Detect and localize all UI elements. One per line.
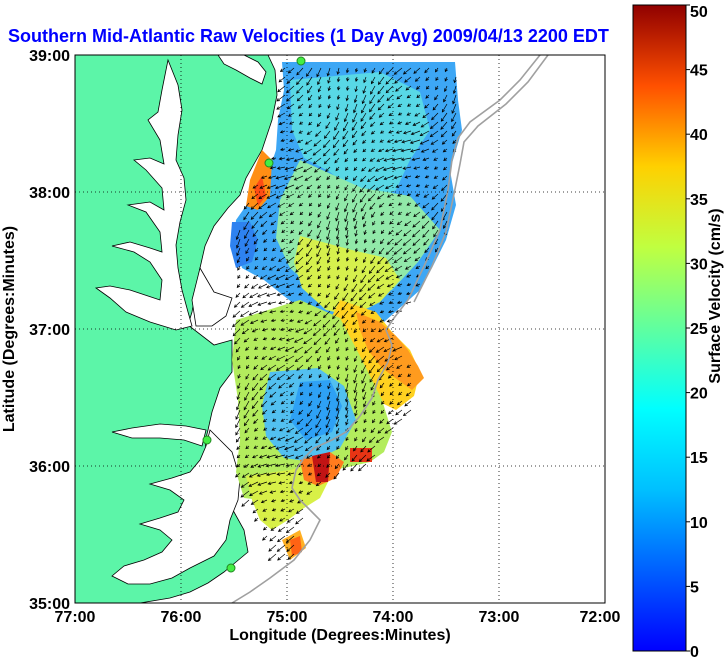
y-tick-label: 36:00: [29, 459, 70, 476]
chesapeake-bay: [94, 58, 193, 331]
colorbar-tick-label: 40: [690, 127, 708, 144]
x-tick-label: 76:00: [161, 609, 202, 626]
colorbar-tick-label: 35: [690, 192, 708, 209]
colorbar-tick-label: 0: [690, 644, 699, 659]
albemarle-sound: [111, 423, 207, 447]
radar-site: [296, 56, 306, 66]
y-tick-label: 38:00: [29, 185, 70, 202]
colorbar-tick-label: 50: [690, 4, 708, 21]
x-tick-label: 74:00: [373, 609, 414, 626]
velocity-arrow-set: [232, 67, 457, 561]
bathymetry-contour: [413, 55, 549, 303]
velocity-field: [230, 62, 462, 560]
x-axis-label: Longitude (Degrees:Minutes): [229, 627, 450, 644]
x-tick-label: 77:00: [55, 609, 96, 626]
radar-site: [202, 435, 212, 445]
colorbar-tick-label: 10: [690, 515, 708, 532]
colorbar: [632, 4, 687, 652]
colorbar-tick-label: 45: [690, 63, 708, 80]
y-tick-label: 35:00: [29, 596, 70, 613]
grid: [75, 55, 605, 603]
colorbar-tick-label: 15: [690, 450, 708, 467]
x-tick-label: 73:00: [479, 609, 520, 626]
colorbar-tick-label: 5: [690, 579, 699, 596]
plot-frame: [74, 54, 606, 604]
colorbar-tick-label: 20: [690, 386, 708, 403]
colorbar-label: Surface Velocity (cm/s): [707, 208, 724, 383]
delaware-bay: [217, 55, 267, 85]
eastern-shore-water: [191, 266, 233, 327]
bathymetry-contour: [231, 55, 541, 603]
colorbar-tick-label: 25: [690, 321, 708, 338]
y-tick-label: 37:00: [29, 322, 70, 339]
x-tick-label: 75:00: [267, 609, 308, 626]
pamlico-sound: [111, 429, 241, 585]
chart-title: Southern Mid-Atlantic Raw Velocities (1 …: [8, 26, 609, 46]
radar-site: [226, 563, 236, 573]
y-tick-label: 39:00: [29, 48, 70, 65]
y-axis-label: Latitude (Degrees:Minutes): [1, 226, 18, 432]
radar-site: [264, 158, 274, 168]
velocity-arrows: [232, 67, 457, 561]
x-tick-label: 72:00: [580, 609, 621, 626]
colorbar-ticks: 0 5 10 15 20 25 30 35 40 45 50: [686, 4, 708, 659]
colorbar-tick-label: 30: [690, 256, 708, 273]
